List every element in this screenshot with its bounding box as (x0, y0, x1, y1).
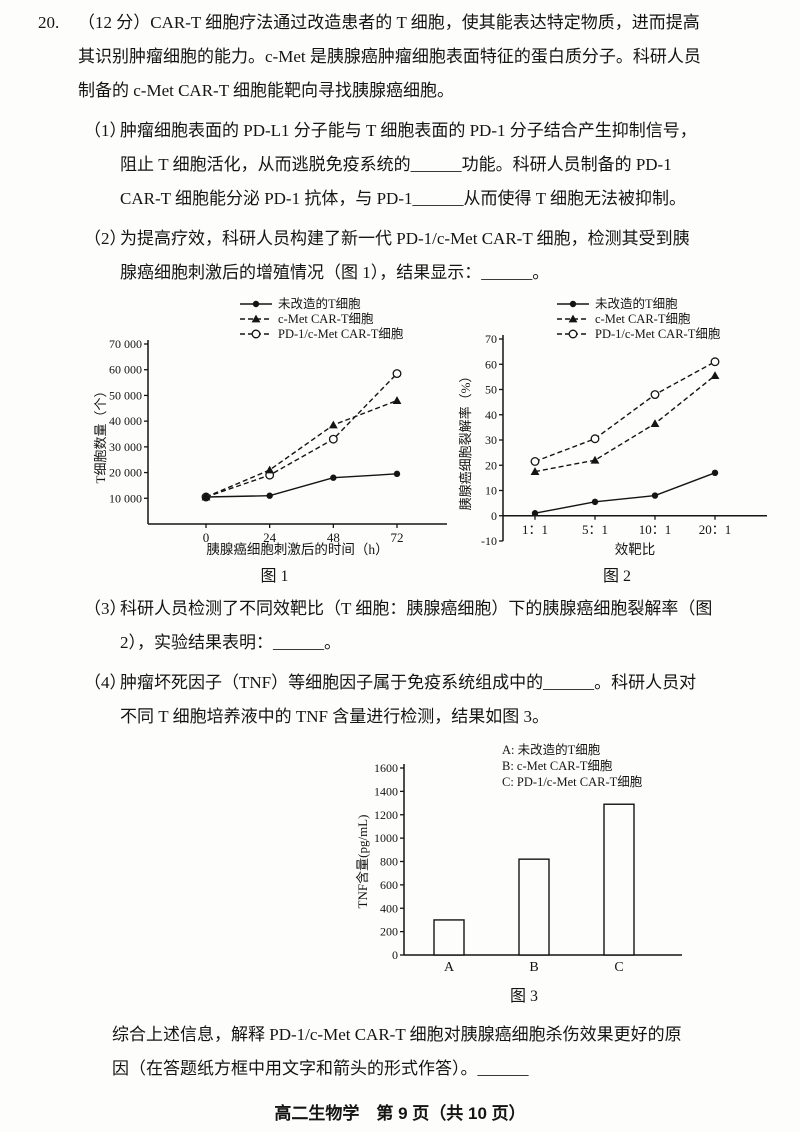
svg-text:0: 0 (392, 948, 398, 962)
text-line: 腺癌细胞刺激后的增殖情况（图 1），结果显示：______。 (120, 263, 550, 282)
part-1-text: 肿瘤细胞表面的 PD-L1 分子能与 T 细胞表面的 PD-1 分子结合产生抑制… (120, 114, 800, 216)
text-line: 肿瘤细胞表面的 PD-L1 分子能与 T 细胞表面的 PD-1 分子结合产生抑制… (120, 121, 697, 140)
svg-text:效靶比: 效靶比 (615, 542, 656, 557)
svg-text:胰腺癌细胞刺激后的时间（h）: 胰腺癌细胞刺激后的时间（h） (206, 542, 388, 557)
question-closing-text: 综合上述信息，解释 PD-1/c-Met CAR-T 细胞对胰腺癌细胞杀伤效果更… (112, 1018, 800, 1086)
svg-text:c-Met CAR-T细胞: c-Met CAR-T细胞 (278, 312, 374, 326)
part-4-text: 肿瘤坏死因子（TNF）等细胞因子属于免疫系统组成中的______。科研人员对 不同… (120, 666, 800, 734)
page-footer: 高二生物学 第 9 页（共 10 页） (274, 1104, 526, 1123)
svg-text:10 000: 10 000 (109, 491, 142, 505)
question-part-1: （1） 肿瘤细胞表面的 PD-L1 分子能与 T 细胞表面的 PD-1 分子结合… (0, 114, 800, 216)
svg-text:未改造的T细胞: 未改造的T细胞 (278, 296, 361, 311)
svg-text:0: 0 (203, 530, 210, 545)
svg-text:T细胞数量（个）: T细胞数量（个） (93, 385, 108, 484)
text-line: 肿瘤坏死因子（TNF）等细胞因子属于免疫系统组成中的______。科研人员对 (120, 673, 697, 692)
text-line: （12 分）CAR-T 细胞疗法通过改造患者的 T 细胞，使其能表达特定物质，进… (78, 13, 700, 32)
svg-text:50: 50 (485, 383, 497, 397)
svg-text:40 000: 40 000 (109, 414, 142, 428)
text-line: 2），实验结果表明：______。 (120, 633, 341, 652)
part-2-label: （2） (84, 229, 127, 248)
svg-text:TNF含量(pg/mL): TNF含量(pg/mL) (355, 815, 370, 909)
svg-text:未改造的T细胞: 未改造的T细胞 (595, 296, 678, 311)
figure-2: -10 0 10 20 30 40 50 60 70 1：1 5：1 10：1 20：1 效靶比 胰腺癌细胞… (457, 294, 777, 586)
svg-text:30 000: 30 000 (109, 440, 142, 454)
svg-text:600: 600 (380, 878, 398, 892)
svg-text:1400: 1400 (374, 784, 398, 798)
svg-text:10：1: 10：1 (639, 522, 672, 537)
svg-text:1600: 1600 (374, 761, 398, 775)
svg-text:72: 72 (391, 530, 404, 545)
svg-text:B: c-Met CAR-T细胞: B: c-Met CAR-T细胞 (502, 759, 613, 773)
figure-3: 0 200 400 600 800 1000 1200 1400 1600 A B C TNF含量(pg… (248, 740, 800, 1006)
svg-text:70 000: 70 000 (109, 337, 142, 351)
svg-text:B: B (529, 960, 538, 975)
text-line: CAR-T 细胞能分泌 PD-1 抗体，与 PD-1______从而使得 T 细… (120, 189, 687, 208)
svg-text:c-Met CAR-T细胞: c-Met CAR-T细胞 (595, 312, 691, 326)
svg-text:1：1: 1：1 (522, 522, 548, 537)
part-2-text: 为提高疗效，科研人员构建了新一代 PD-1/c-Met CAR-T 细胞，检测其… (120, 222, 800, 290)
svg-text:5：1: 5：1 (582, 522, 608, 537)
svg-text:24: 24 (263, 530, 277, 545)
svg-text:A: A (444, 960, 455, 975)
figure-1: 10 000 20 000 30 000 40 000 50 000 60 000 70 0… (92, 294, 457, 586)
svg-text:PD-1/c-Met CAR-T细胞: PD-1/c-Met CAR-T细胞 (278, 327, 404, 341)
svg-text:10: 10 (485, 484, 497, 498)
svg-text:20 000: 20 000 (109, 466, 142, 480)
part-3-label: （3） (84, 599, 127, 618)
svg-text:A: 未改造的T细胞: A: 未改造的T细胞 (502, 742, 601, 757)
text-line: 其识别肿瘤细胞的能力。c-Met 是胰腺癌肿瘤细胞表面特征的蛋白质分子。科研人员 (78, 47, 701, 66)
svg-text:40: 40 (485, 408, 497, 422)
text-line: 因（在答题纸方框中用文字和箭头的形式作答）。______ (112, 1059, 529, 1078)
svg-text:胰腺癌细胞裂解率（%）: 胰腺癌细胞裂解率（%） (458, 370, 473, 511)
svg-text:60: 60 (485, 357, 497, 371)
svg-text:48: 48 (327, 530, 340, 545)
text-line: 为提高疗效，科研人员构建了新一代 PD-1/c-Met CAR-T 细胞，检测其… (120, 229, 690, 248)
text-line: 综合上述信息，解释 PD-1/c-Met CAR-T 细胞对胰腺癌细胞杀伤效果更… (112, 1025, 682, 1044)
question-number: 20. (38, 13, 60, 32)
figure-3-bar-chart: 0 200 400 600 800 1000 1200 1400 1600 A B C TNF含量(pg… (355, 742, 682, 975)
part-3-text: 科研人员检测了不同效靶比（T 细胞：胰腺癌细胞）下的胰腺癌细胞裂解率（图 2），实… (120, 592, 800, 660)
svg-text:1000: 1000 (374, 831, 398, 845)
figures-1-2-row: 10 000 20 000 30 000 40 000 50 000 60 000 70 0… (92, 294, 800, 586)
question-part-2: （2） 为提高疗效，科研人员构建了新一代 PD-1/c-Met CAR-T 细胞… (0, 222, 800, 290)
text-line: 不同 T 细胞培养液中的 TNF 含量进行检测，结果如图 3。 (120, 707, 549, 726)
part-1-label: （1） (84, 121, 127, 140)
svg-text:0: 0 (491, 509, 497, 523)
svg-text:400: 400 (380, 901, 398, 915)
svg-text:1200: 1200 (374, 808, 398, 822)
svg-text:30: 30 (485, 433, 497, 447)
svg-text:-10: -10 (481, 534, 497, 548)
text-line: 科研人员检测了不同效靶比（T 细胞：胰腺癌细胞）下的胰腺癌细胞裂解率（图 (120, 599, 713, 618)
figure-1-line-chart: 10 000 20 000 30 000 40 000 50 000 60 000 70 0… (93, 296, 447, 557)
figure-3-caption: 图 3 (509, 988, 538, 1005)
svg-text:60 000: 60 000 (109, 363, 142, 377)
question-20: 20. （12 分）CAR-T 细胞疗法通过改造患者的 T 细胞，使其能表达特定… (0, 6, 800, 1086)
question-part-4: （4） 肿瘤坏死因子（TNF）等细胞因子属于免疫系统组成中的______。科研人… (0, 666, 800, 734)
svg-text:C: C (614, 960, 623, 975)
figure-2-caption: 图 2 (602, 568, 631, 585)
part-4-label: （4） (84, 673, 127, 692)
svg-text:800: 800 (380, 855, 398, 869)
svg-text:70: 70 (485, 332, 497, 346)
text-line: 阻止 T 细胞活化，从而逃脱免疫系统的______功能。科研人员制备的 PD-1 (120, 155, 672, 174)
svg-text:20：1: 20：1 (699, 522, 732, 537)
svg-text:PD-1/c-Met CAR-T细胞: PD-1/c-Met CAR-T细胞 (595, 327, 721, 341)
svg-text:50 000: 50 000 (109, 388, 142, 402)
question-intro-block: 20. （12 分）CAR-T 细胞疗法通过改造患者的 T 细胞，使其能表达特定… (0, 6, 800, 108)
figure-2-line-chart: -10 0 10 20 30 40 50 60 70 1：1 5：1 10：1 20：1 效靶比 胰腺癌细胞… (458, 296, 767, 557)
figure-1-caption: 图 1 (260, 568, 289, 585)
question-intro-text: （12 分）CAR-T 细胞疗法通过改造患者的 T 细胞，使其能表达特定物质，进… (78, 6, 800, 108)
svg-text:200: 200 (380, 925, 398, 939)
svg-text:C: PD-1/c-Met CAR-T细胞: C: PD-1/c-Met CAR-T细胞 (502, 775, 643, 789)
text-line: 制备的 c-Met CAR-T 细胞能靶向寻找胰腺癌细胞。 (78, 81, 455, 100)
question-part-3: （3） 科研人员检测了不同效靶比（T 细胞：胰腺癌细胞）下的胰腺癌细胞裂解率（图… (0, 592, 800, 660)
svg-text:20: 20 (485, 458, 497, 472)
